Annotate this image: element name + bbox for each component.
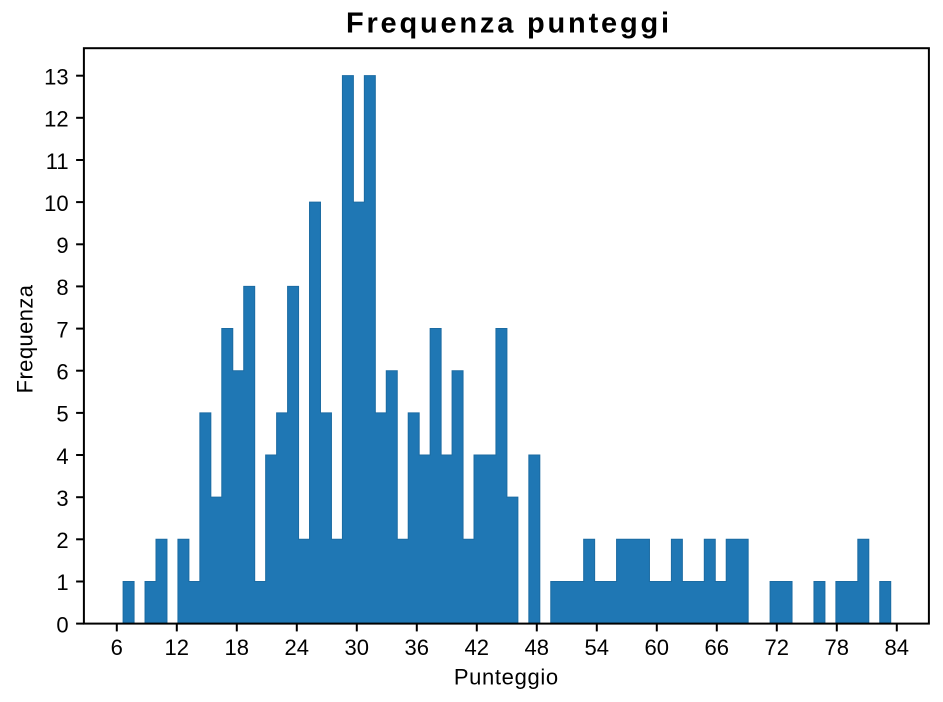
- svg-text:42: 42: [465, 635, 489, 660]
- svg-text:2: 2: [56, 528, 68, 553]
- svg-text:84: 84: [885, 635, 909, 660]
- svg-text:60: 60: [645, 635, 669, 660]
- svg-text:9: 9: [56, 233, 68, 258]
- svg-text:Frequenza: Frequenza: [12, 284, 37, 393]
- svg-text:6: 6: [56, 360, 68, 385]
- svg-text:18: 18: [225, 635, 249, 660]
- svg-text:1: 1: [56, 570, 68, 595]
- svg-text:36: 36: [405, 635, 429, 660]
- svg-text:3: 3: [56, 486, 68, 511]
- svg-text:7: 7: [56, 317, 68, 342]
- svg-text:5: 5: [56, 402, 68, 427]
- svg-text:10: 10: [44, 191, 68, 216]
- svg-text:12: 12: [44, 107, 68, 132]
- svg-text:72: 72: [765, 635, 789, 660]
- svg-text:Frequenza punteggi: Frequenza punteggi: [346, 8, 672, 40]
- svg-text:54: 54: [585, 635, 609, 660]
- svg-text:6: 6: [111, 635, 123, 660]
- svg-text:0: 0: [56, 612, 68, 637]
- svg-text:48: 48: [525, 635, 549, 660]
- svg-text:24: 24: [285, 635, 309, 660]
- svg-text:78: 78: [825, 635, 849, 660]
- svg-text:12: 12: [165, 635, 189, 660]
- svg-text:4: 4: [56, 444, 68, 469]
- svg-text:11: 11: [46, 149, 69, 174]
- svg-text:Punteggio: Punteggio: [454, 664, 559, 689]
- svg-text:13: 13: [44, 65, 68, 90]
- svg-text:66: 66: [705, 635, 729, 660]
- svg-text:8: 8: [56, 275, 68, 300]
- svg-text:30: 30: [345, 635, 369, 660]
